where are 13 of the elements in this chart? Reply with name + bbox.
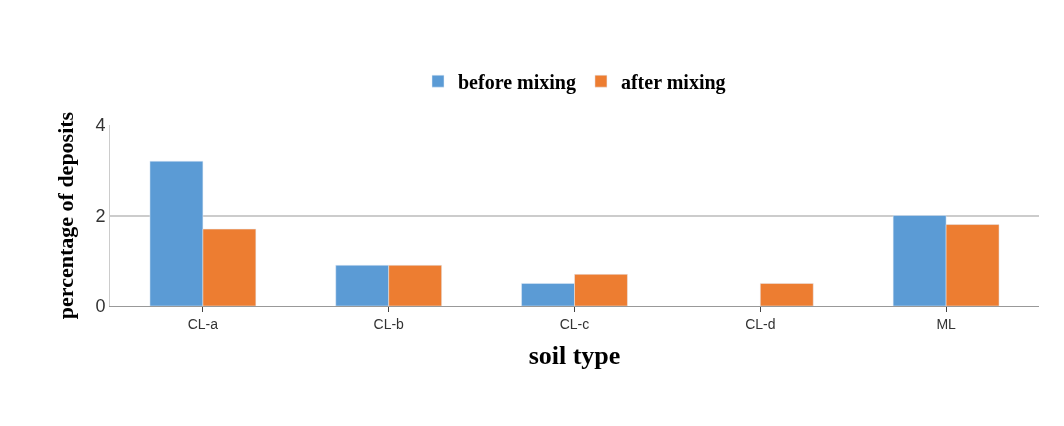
x-tick-label: CL-d	[745, 315, 776, 332]
x-tick-label: CL-a	[187, 315, 219, 332]
bar	[760, 283, 814, 306]
y-tick-label: 2	[95, 205, 106, 226]
y-tick-label: 0	[95, 296, 106, 317]
legend-label: before mixing	[458, 70, 576, 94]
x-tick-label: ML	[936, 315, 957, 332]
y-axis-title: percentage of deposits	[53, 111, 79, 320]
y-tick-label: 4	[95, 115, 106, 136]
legend-label: after mixing	[620, 70, 726, 94]
x-tick-label: CL-b	[373, 315, 405, 332]
x-tick-label: CL-c	[559, 315, 590, 332]
x-axis-title: soil type	[528, 341, 621, 371]
